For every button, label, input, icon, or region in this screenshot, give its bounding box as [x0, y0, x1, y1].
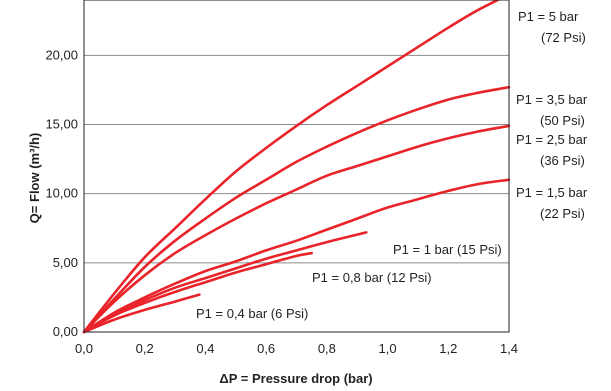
y-tick-label: 5,00: [53, 255, 78, 270]
x-tick-label: 0,4: [196, 341, 214, 356]
y-tick-label: 0,00: [53, 324, 78, 339]
series-label-1-psi: (50 Psi): [540, 113, 585, 128]
series-line-3: [82, 178, 511, 334]
series-line-1: [82, 85, 511, 334]
series-label-3-psi: (22 Psi): [540, 206, 585, 221]
plot-frame: [83, 0, 510, 333]
series-label-3: P1 = 1,5 bar: [516, 185, 588, 200]
series-line-4: [82, 231, 368, 334]
series-label-0: P1 = 5 bar: [518, 9, 579, 24]
series-label-1: P1 = 3,5 bar: [516, 92, 588, 107]
series-curves: [82, 0, 511, 334]
series-label-2: P1 = 2,5 bar: [516, 132, 588, 147]
series-line-2: [82, 124, 511, 334]
series-labels: P1 = 5 bar (72 Psi) P1 = 3,5 bar (50 Psi) P1…: [196, 9, 588, 321]
x-tick-label: 1,0: [379, 341, 397, 356]
y-axis-title: Q= Flow (m³/h): [27, 133, 42, 224]
y-tick-label: 15,00: [45, 117, 78, 132]
gridlines: [84, 54, 509, 264]
y-tick-label: 10,00: [45, 186, 78, 201]
series-label-0-psi: (72 Psi): [541, 30, 586, 45]
y-tick-label: 20,00: [45, 47, 78, 62]
series-line-5: [82, 251, 313, 334]
series-label-2-psi: (36 Psi): [540, 153, 585, 168]
x-tick-label: 0,8: [318, 341, 336, 356]
x-tick-label: 0,6: [257, 341, 275, 356]
series-line-0: [82, 0, 501, 334]
x-tick-label: 1,4: [500, 341, 518, 356]
x-axis-title: ΔP = Pressure drop (bar): [219, 371, 372, 386]
series-line-6: [82, 293, 201, 334]
tick-labels: 0,00 5,00 10,00 15,00 20,00 0,0 0,2 0,4 0,6 0,8 1,…: [45, 47, 518, 356]
x-tick-label: 0,2: [136, 341, 154, 356]
x-tick-label: 0,0: [75, 341, 93, 356]
x-tick-label: 1,2: [439, 341, 457, 356]
series-label-6: P1 = 0,4 bar (6 Psi): [196, 306, 308, 321]
series-label-4: P1 = 1 bar (15 Psi): [393, 242, 502, 257]
series-label-5: P1 = 0,8 bar (12 Psi): [312, 270, 432, 285]
